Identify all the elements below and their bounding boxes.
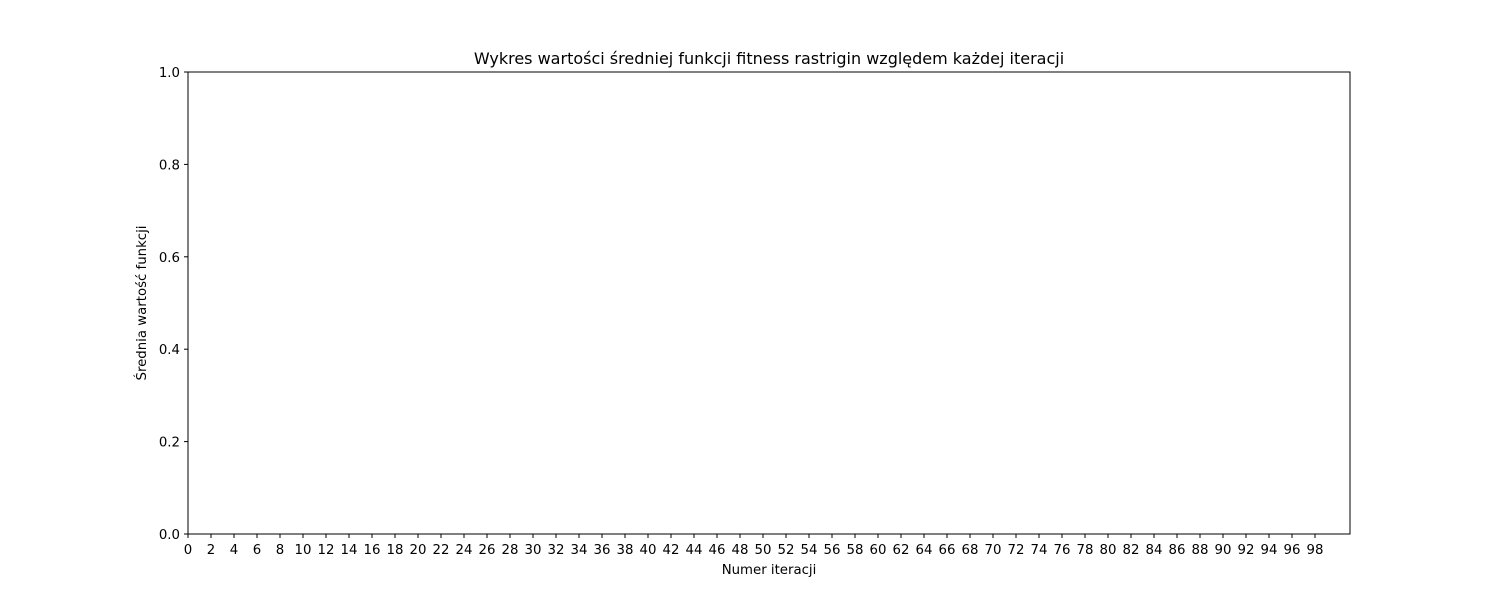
x-tick-label: 2 [207,543,215,558]
x-tick-label: 70 [985,543,1002,558]
x-tick-label: 72 [1008,543,1025,558]
x-tick-label: 22 [433,543,450,558]
x-tick-label: 82 [1123,543,1140,558]
x-tick-label: 30 [525,543,542,558]
x-tick-label: 60 [870,543,887,558]
x-tick-label: 78 [1077,543,1094,558]
x-tick-label: 14 [341,543,358,558]
x-tick-label: 64 [916,543,933,558]
x-tick-label: 8 [276,543,284,558]
x-tick-label: 62 [893,543,910,558]
x-tick-label: 98 [1307,543,1324,558]
x-tick-label: 94 [1261,543,1278,558]
x-tick-label: 42 [663,543,680,558]
x-tick-label: 54 [801,543,818,558]
x-tick-label: 34 [571,543,588,558]
plot-area [187,71,1351,535]
x-tick-label: 36 [594,543,611,558]
x-tick-label: 76 [1054,543,1071,558]
y-tick-label: 1.0 [159,66,180,81]
x-tick-label: 40 [640,543,657,558]
x-tick-label: 86 [1169,543,1186,558]
y-axis: 0.0 0.2 0.4 0.6 0.8 1.0 [159,66,188,543]
x-tick-label: 16 [364,543,381,558]
x-tick-label: 0 [184,543,192,558]
x-tick-label: 4 [230,543,238,558]
x-tick-label: 44 [686,543,703,558]
x-tick-label: 66 [939,543,956,558]
x-tick-label: 46 [709,543,726,558]
x-tick-label: 20 [410,543,427,558]
x-tick-label: 12 [318,543,335,558]
x-tick-label: 96 [1284,543,1301,558]
x-tick-label: 38 [617,543,634,558]
x-tick-label: 32 [548,543,565,558]
x-tick-label: 90 [1215,543,1232,558]
x-tick-label: 52 [778,543,795,558]
x-tick-label: 80 [1100,543,1117,558]
y-tick-label: 0.2 [159,436,180,451]
y-tick-label: 0.8 [159,158,180,173]
x-tick-label: 74 [1031,543,1048,558]
x-tick-label: 24 [456,543,473,558]
x-tick-label: 58 [847,543,864,558]
x-tick-label: 88 [1192,543,1209,558]
y-tick-label: 0.6 [159,251,180,266]
x-tick-label: 56 [824,543,841,558]
chart-title: Wykres wartości średniej funkcji fitness… [474,49,1064,68]
x-axis-label: Numer iteracji [722,563,817,578]
x-tick-label: 6 [253,543,261,558]
y-axis-label: Średnia wartość funkcji [132,226,150,381]
y-tick-label: 0.0 [159,528,180,543]
y-tick-label: 0.4 [159,343,180,358]
x-tick-label: 28 [502,543,519,558]
x-tick-label: 10 [295,543,312,558]
x-tick-label: 18 [387,543,404,558]
x-tick-label: 84 [1146,543,1163,558]
x-tick-label: 68 [962,543,979,558]
x-tick-label: 26 [479,543,496,558]
x-tick-label: 48 [732,543,749,558]
x-tick-label: 50 [755,543,772,558]
x-axis: 0 2 4 6 8 10 12 14 16 18 20 22 24 26 28 30 32 34 36 38 40 42 4… [184,534,1324,558]
x-tick-label: 92 [1238,543,1255,558]
